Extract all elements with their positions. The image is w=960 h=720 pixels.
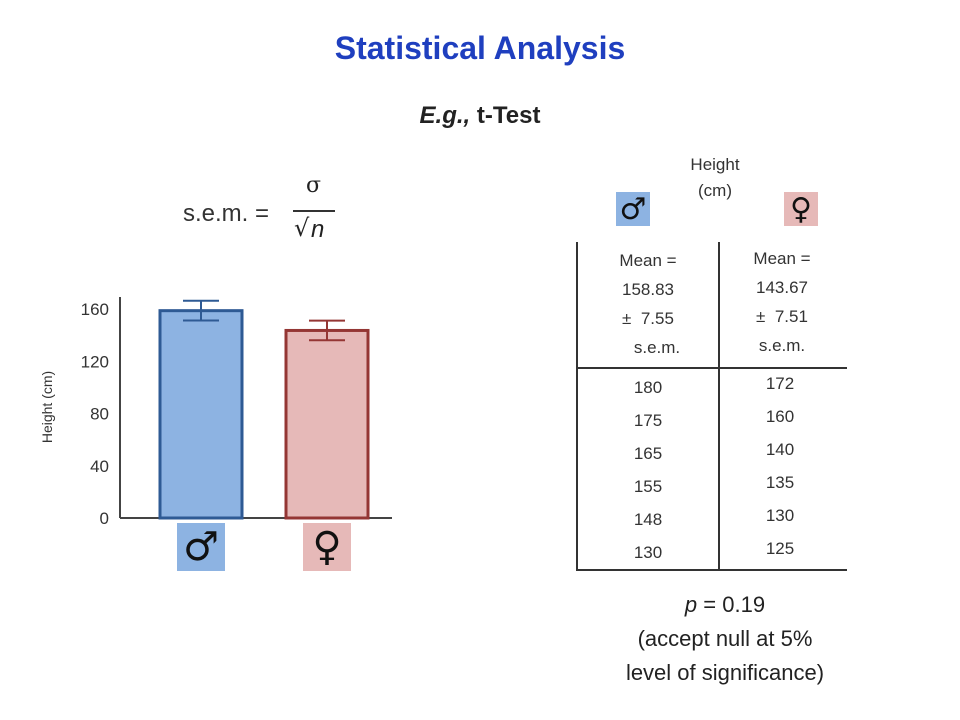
- female-sem-row: ± 7.51: [712, 302, 852, 331]
- table-male-symbol: ♂: [616, 192, 650, 227]
- bars: [158, 309, 370, 520]
- female-sem-label: s.e.m.: [758, 336, 806, 355]
- sem-formula-lhs: s.e.m. =: [183, 200, 270, 227]
- bar: [158, 309, 244, 520]
- plus-minus-icon: ±: [756, 307, 766, 326]
- p-symbol: p: [684, 592, 698, 617]
- male-mean-label: Mean =: [619, 251, 677, 270]
- female-value: 172: [765, 374, 795, 393]
- subtitle: E.g., t-Test: [0, 102, 960, 130]
- fraction-bar: [293, 210, 335, 212]
- subtitle-rest: t-Test: [470, 102, 541, 129]
- male-values: 180 175 165 155 148 130: [578, 371, 718, 569]
- sem-formula-n: n: [311, 216, 325, 243]
- male-value: 175: [633, 411, 663, 430]
- data-table: [576, 242, 847, 571]
- conclusion-line2: level of significance): [625, 660, 825, 685]
- female-mean-value: 143.67: [756, 278, 808, 297]
- female-icon: ♀: [303, 523, 351, 571]
- sqrt-icon: √: [294, 214, 310, 242]
- y-tick-label: 120: [81, 352, 109, 371]
- table-header-line1: Height: [690, 155, 740, 174]
- y-tick-label: 40: [90, 457, 109, 476]
- male-summary: Mean = 158.83 ± 7.55 s.e.m.: [578, 246, 718, 362]
- female-value: 160: [765, 407, 795, 426]
- female-icon: ♀: [784, 192, 818, 227]
- p-value-line: p = 0.19: [580, 588, 870, 622]
- male-mean-value: 158.83: [622, 280, 674, 299]
- error-bars: [183, 299, 345, 342]
- table-header-line2: (cm): [698, 180, 732, 200]
- table-row-divider: [578, 367, 847, 369]
- chart-male-symbol: ♂: [177, 523, 225, 571]
- male-value: 165: [633, 444, 663, 463]
- bar: [284, 328, 370, 520]
- female-values: 172 160 140 135 130 125: [710, 367, 850, 565]
- y-tick-labels: 0 40 80 120 160: [81, 300, 109, 528]
- p-value-result: p = 0.19 (accept null at 5% level of sig…: [580, 588, 870, 690]
- female-value: 140: [765, 440, 795, 459]
- male-sem-value: 7.55: [640, 309, 674, 328]
- male-value: 155: [633, 477, 663, 496]
- female-value: 130: [765, 506, 795, 525]
- female-value: 135: [765, 473, 795, 492]
- male-sem-row: ± 7.55: [578, 304, 718, 333]
- male-icon: ♂: [177, 523, 225, 571]
- subtitle-prefix: E.g.,: [419, 102, 471, 129]
- male-value: 148: [633, 510, 663, 529]
- y-tick-label: 160: [81, 300, 109, 319]
- table-header: Height (cm): [640, 152, 790, 203]
- sigma-symbol: σ: [306, 173, 322, 198]
- female-summary: Mean = 143.67 ± 7.51 s.e.m.: [712, 244, 852, 360]
- chart-female-symbol: ♀: [303, 523, 351, 571]
- table-column-divider: [718, 242, 720, 571]
- table-female-symbol: ♀: [784, 192, 818, 227]
- page-title: Statistical Analysis: [334, 30, 626, 66]
- male-icon: ♂: [616, 192, 650, 227]
- conclusion-line1: (accept null at 5%: [637, 626, 813, 651]
- y-tick-label: 80: [90, 405, 109, 424]
- female-value: 125: [765, 539, 795, 558]
- male-sem-label: s.e.m.: [633, 338, 681, 357]
- male-value: 130: [633, 543, 663, 562]
- plus-minus-icon: ±: [622, 309, 632, 328]
- male-value: 180: [633, 378, 663, 397]
- female-sem-value: 7.51: [774, 307, 808, 326]
- y-axis-label: Height (cm): [39, 371, 55, 443]
- p-value-text: = 0.19: [697, 592, 766, 617]
- y-tick-label: 0: [100, 509, 109, 528]
- female-mean-label: Mean =: [753, 249, 811, 268]
